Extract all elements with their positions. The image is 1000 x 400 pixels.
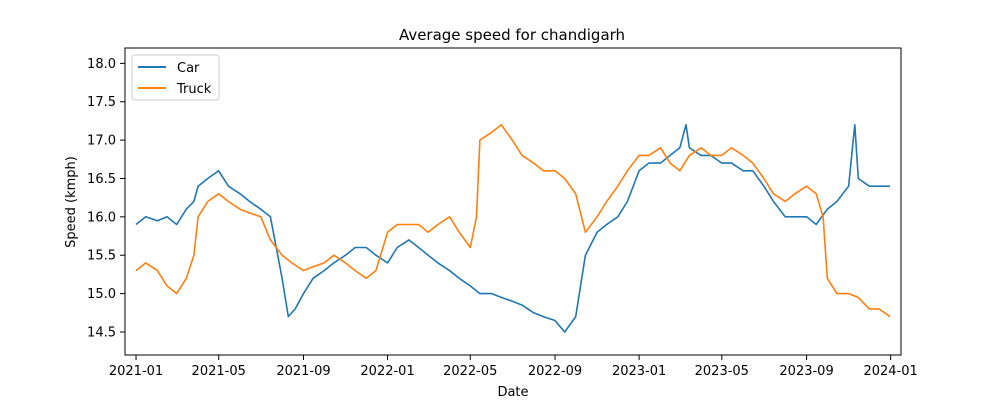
series-line-car [135,124,890,333]
y-tick-label: 15.0 [87,287,116,302]
plot-frame [124,47,902,356]
series-line-truck [135,124,891,318]
x-tick-label: 2021-05 [192,364,246,379]
x-tick-label: 2022-05 [443,364,497,379]
y-tick-label: 15.5 [87,249,116,264]
x-tick-label: 2021-09 [276,364,330,379]
y-axis: 14.5 15.0 15.5 16.0 16.5 17.0 17.5 18.0 [87,57,125,340]
series-layer [135,124,891,333]
plot-area [124,47,902,356]
legend-label-car: Car [177,61,200,76]
y-axis-title: Speed (kmph) [64,156,79,248]
y-tick-label: 16.0 [87,210,116,225]
x-axis: 2021-01 2021-05 2021-09 2022-01 2022-05 2022-… [109,355,918,379]
x-tick-label: 2023-01 [612,364,666,379]
legend-label-truck: Truck [176,82,212,97]
chart-title: Average speed for chandigarh [399,26,625,44]
x-tick-label: 2022-01 [360,364,414,379]
x-tick-label: 2022-09 [528,364,582,379]
x-tick-label: 2023-09 [779,364,833,379]
y-tick-label: 17.5 [87,95,116,110]
x-axis-title: Date [497,385,528,400]
y-tick-label: 17.0 [87,134,116,149]
y-tick-label: 18.0 [87,57,116,72]
legend: Car Truck [131,54,220,101]
y-tick-label: 16.5 [87,172,116,187]
plot-background [125,48,901,355]
x-tick-label: 2021-01 [109,364,163,379]
x-tick-label: 2023-05 [695,364,749,379]
x-tick-label: 2024-01 [863,364,917,379]
y-tick-label: 14.5 [87,325,116,340]
